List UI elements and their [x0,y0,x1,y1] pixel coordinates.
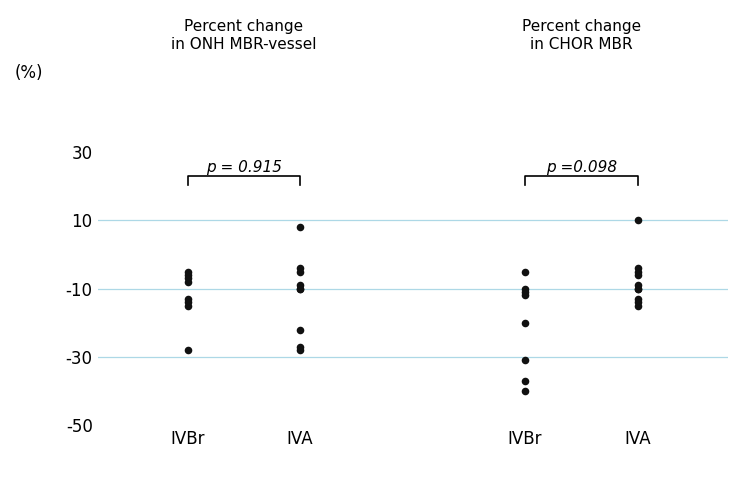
Point [632,302,644,310]
Point [294,326,306,333]
Point [632,271,644,279]
Point [182,271,194,279]
Text: p =0.098: p =0.098 [546,160,616,175]
Point [182,346,194,354]
Text: Percent change
in ONH MBR-vessel: Percent change in ONH MBR-vessel [171,19,316,52]
Point [632,298,644,306]
Point [182,302,194,310]
Point [182,295,194,303]
Point [519,387,531,395]
Point [519,268,531,275]
Point [632,282,644,289]
Point [632,285,644,293]
Point [632,264,644,272]
Point [294,264,306,272]
Point [294,346,306,354]
Point [294,268,306,275]
Text: (%): (%) [15,64,44,82]
Point [519,288,531,296]
Point [632,216,644,224]
Point [632,295,644,303]
Point [182,278,194,286]
Point [294,285,306,293]
Point [519,292,531,299]
Point [632,285,644,293]
Text: Percent change
in CHOR MBR: Percent change in CHOR MBR [522,19,640,52]
Point [294,282,306,289]
Point [519,377,531,384]
Point [519,319,531,327]
Text: p = 0.915: p = 0.915 [206,160,282,175]
Point [519,356,531,364]
Point [294,343,306,351]
Point [182,274,194,282]
Point [182,298,194,306]
Point [294,285,306,293]
Point [519,285,531,293]
Point [294,224,306,231]
Point [632,268,644,275]
Point [182,268,194,275]
